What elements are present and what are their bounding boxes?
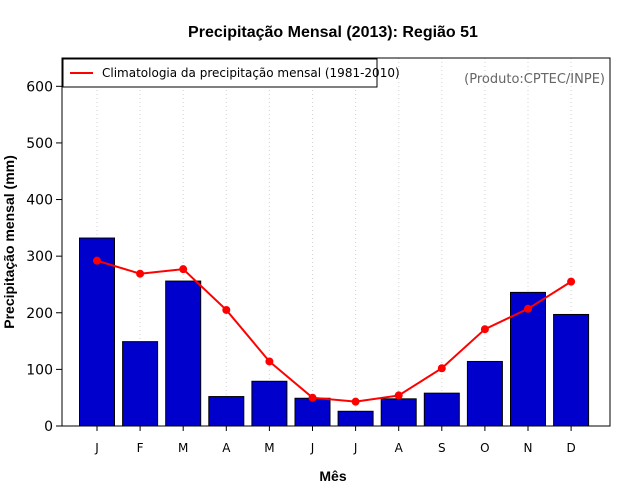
bar-3 — [208, 396, 245, 427]
x-tick-label: J — [353, 441, 358, 455]
bar-0 — [79, 237, 115, 427]
y-tick-label: 100 — [26, 362, 53, 378]
climatology-point-11 — [567, 277, 576, 286]
x-tick-label: F — [137, 441, 144, 455]
y-tick-label: 0 — [44, 419, 53, 435]
legend: Climatologia da precipitação mensal (198… — [62, 58, 400, 88]
legend-entry: Climatologia da precipitação mensal (198… — [102, 66, 400, 80]
climatology-point-2 — [179, 265, 188, 274]
y-tick-label: 600 — [26, 79, 53, 95]
climatology-polyline — [96, 259, 572, 403]
bar-9 — [466, 360, 503, 427]
x-tick-label: N — [524, 441, 533, 455]
bar-11 — [553, 313, 590, 427]
chart-title: Precipitação Mensal (2013): Região 51 — [188, 24, 478, 41]
y-tick-label: 200 — [26, 306, 53, 322]
x-tick-label: M — [178, 441, 188, 455]
x-axis-label: Mês — [319, 468, 346, 484]
climatology-point-8 — [437, 364, 446, 373]
y-tick-label: 500 — [26, 136, 53, 152]
climatology-point-3 — [222, 305, 231, 314]
x-tick-label: O — [480, 441, 489, 455]
climatology-point-4 — [265, 357, 274, 366]
climatology-point-7 — [394, 391, 403, 400]
climatology-point-1 — [136, 269, 145, 278]
y-tick-label: 400 — [26, 193, 53, 209]
plot-frame — [61, 57, 611, 427]
y-tick-label: 300 — [26, 249, 53, 265]
bar-4 — [251, 380, 288, 427]
x-tick-label: J — [310, 441, 315, 455]
bar-7 — [380, 398, 417, 427]
gridlines — [96, 58, 572, 426]
x-tick-label: A — [222, 441, 231, 455]
bar-2 — [165, 280, 202, 427]
x-tick-label: J — [94, 441, 99, 455]
x-tick-label: A — [395, 441, 404, 455]
legend-box — [62, 58, 378, 88]
bar-6 — [337, 410, 374, 427]
bar-5 — [294, 397, 331, 427]
climatology-point-10 — [524, 304, 532, 313]
y-axis: 0 100 200 300 400 500 600 — [26, 79, 62, 435]
x-tick-label: D — [566, 441, 575, 455]
climatology-point-5 — [308, 393, 317, 402]
bar-1 — [122, 341, 159, 427]
bar-series — [79, 237, 590, 427]
x-tick-label: M — [264, 441, 274, 455]
bar-8 — [423, 392, 460, 427]
climatology-line — [93, 256, 576, 406]
x-tick-label: S — [438, 441, 446, 455]
climatology-point-9 — [480, 325, 489, 334]
climatology-point-0 — [93, 256, 101, 265]
climatology-point-6 — [351, 397, 360, 406]
credit-text: (Produto:CPTEC/INPE) — [464, 72, 605, 87]
y-axis-label: Precipitação mensal (mm) — [1, 155, 17, 329]
